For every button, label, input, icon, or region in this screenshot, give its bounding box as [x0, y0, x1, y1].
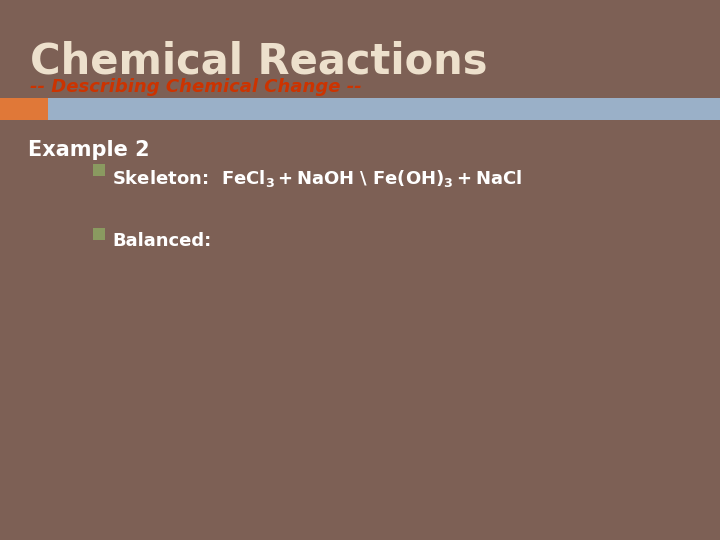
Text: Chemical Reactions: Chemical Reactions [30, 40, 487, 82]
Text: -- Describing Chemical Change --: -- Describing Chemical Change -- [30, 78, 361, 96]
Text: Skeleton:  $\mathregular{FeCl_3 + NaOH\ \backslash\ Fe(OH)_3 + NaCl}$: Skeleton: $\mathregular{FeCl_3 + NaOH\ \… [112, 168, 522, 189]
Bar [93, 228, 105, 240]
Text: Example 2: Example 2 [28, 140, 150, 160]
Bar [93, 164, 105, 176]
Bar [48, 98, 720, 120]
Text: Balanced:: Balanced: [112, 232, 211, 250]
Bar [0, 98, 48, 120]
